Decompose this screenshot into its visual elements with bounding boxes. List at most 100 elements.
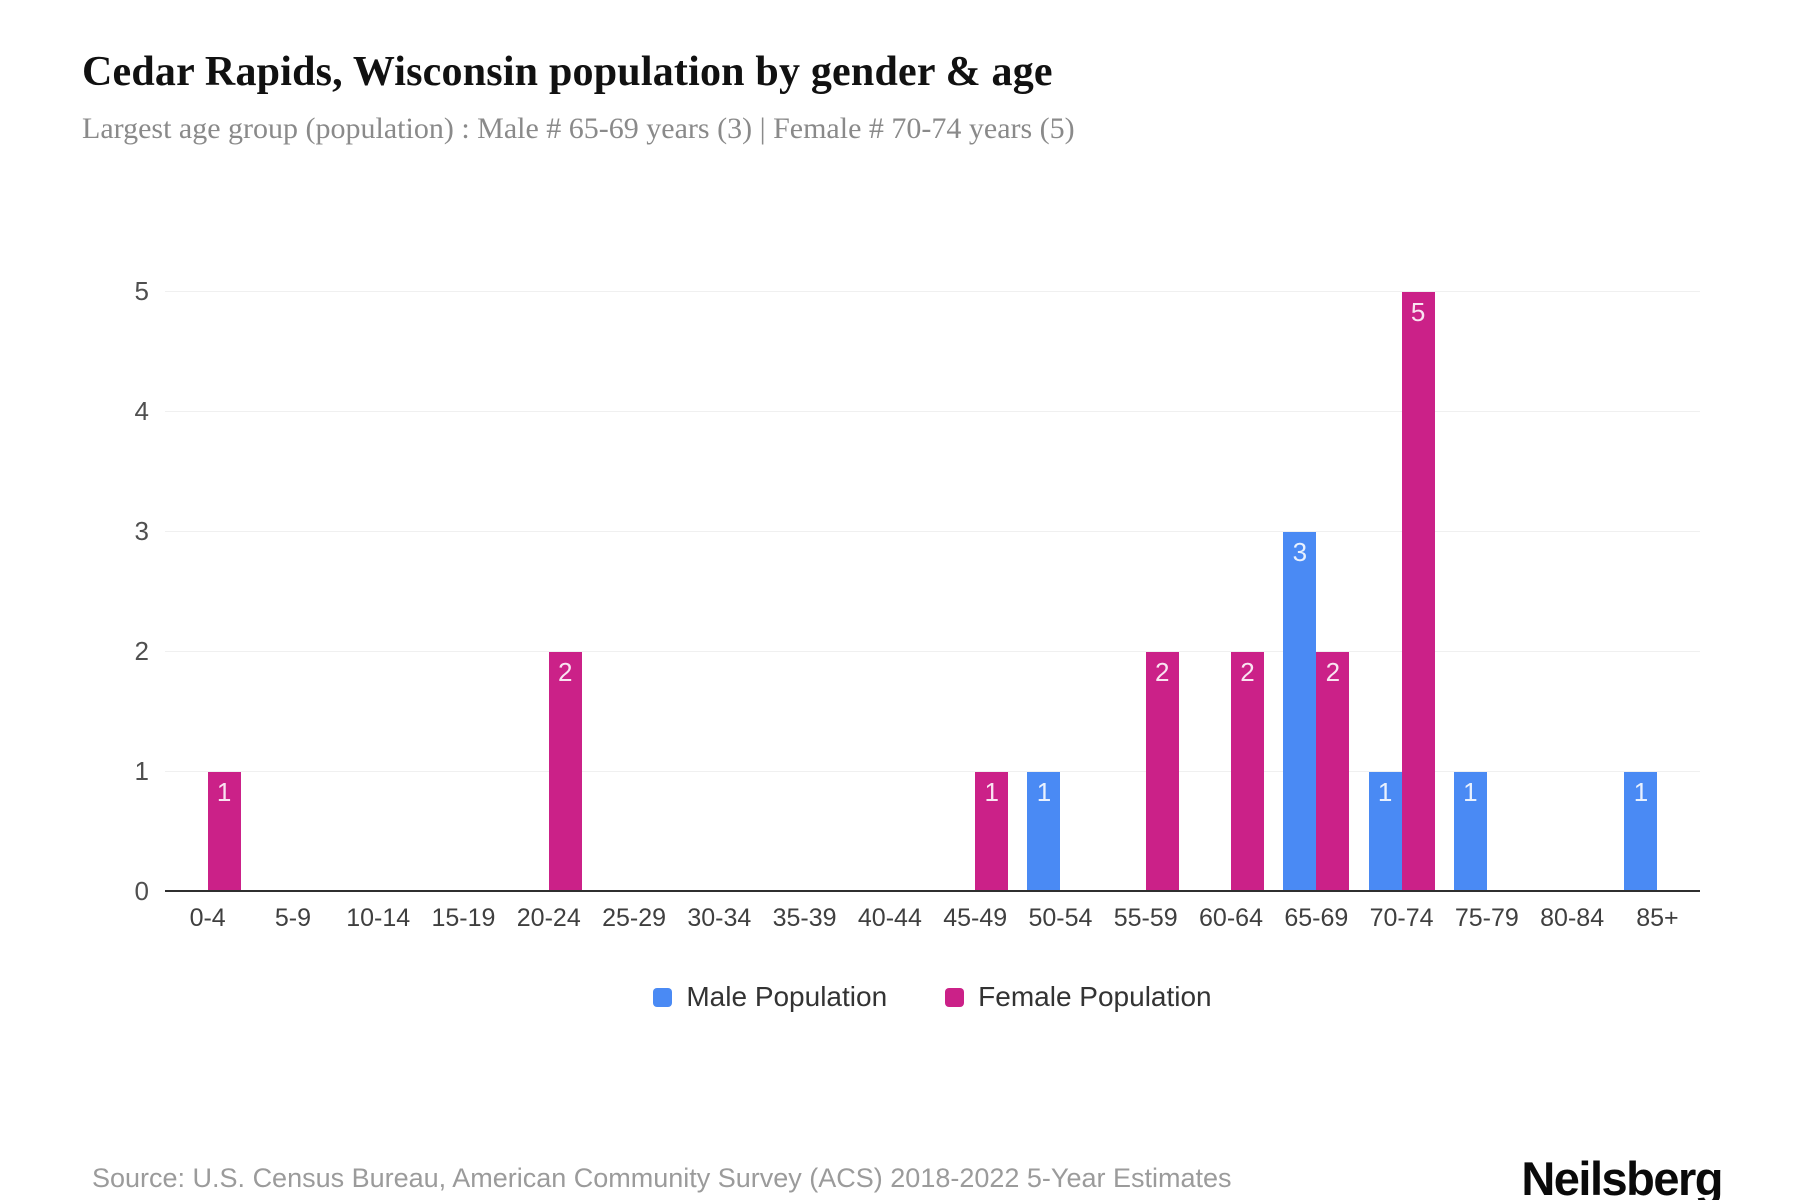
bar-pair (857, 292, 923, 892)
x-tick-label-25-29: 25-29 (602, 904, 667, 932)
female-bar-65-69[interactable]: 2 (1316, 652, 1350, 892)
page-title: Cedar Rapids, Wisconsin population by ge… (82, 49, 1053, 95)
bar-group-75-79: 1 (1444, 292, 1529, 892)
legend-item-female[interactable]: Female Population (945, 981, 1212, 1013)
x-tick-label-60-64: 60-64 (1199, 904, 1263, 932)
bar-pair (345, 292, 411, 892)
bar-slot: 2 (548, 652, 582, 892)
x-tick-label-15-19: 15-19 (431, 904, 496, 932)
x-tick-label-50-54: 50-54 (1028, 904, 1093, 932)
legend-item-male[interactable]: Male Population (653, 981, 887, 1013)
bar-slot: 1 (1624, 772, 1658, 892)
x-tick-label-40-44: 40-44 (857, 904, 922, 932)
female-bar-45-49[interactable]: 1 (975, 772, 1009, 892)
neilsberg-logo: Neilsberg (1521, 1152, 1723, 1200)
male-bar-75-79[interactable]: 1 (1453, 772, 1487, 892)
legend-swatch-icon (945, 987, 965, 1007)
bar-slot: 5 (1401, 292, 1435, 892)
bar-slot: 1 (1368, 772, 1402, 892)
bar-group-80-84 (1530, 292, 1615, 892)
x-tick-label-55-59: 55-59 (1113, 904, 1178, 932)
bar-pair: 1 (1624, 292, 1690, 892)
bar-value-label: 2 (558, 657, 573, 687)
x-tick-label-5-9: 5-9 (274, 904, 311, 932)
female-bar-60-64[interactable]: 2 (1231, 652, 1265, 892)
bar-group-25-29 (591, 292, 676, 892)
y-tick-label: 5 (134, 276, 149, 306)
x-tick-label-10-14: 10-14 (346, 904, 411, 932)
x-tick-label-80-84: 80-84 (1540, 904, 1605, 932)
bar-pair: 1 (1453, 292, 1520, 892)
x-tick-label-45-49: 45-49 (943, 904, 1008, 932)
x-tick-label-70-74: 70-74 (1369, 904, 1434, 932)
female-bar-20-24[interactable]: 2 (548, 652, 582, 892)
bar-slot: 2 (1316, 652, 1350, 892)
legend-label: Female Population (978, 981, 1212, 1012)
bar-pair: 2 (1113, 292, 1179, 892)
male-bar-85+[interactable]: 1 (1624, 772, 1658, 892)
legend-swatch-icon (653, 987, 673, 1007)
bar-pair: 2 (516, 292, 582, 892)
bar-value-label: 1 (1633, 777, 1649, 807)
x-axis-labels: 0-4 5-9 10-14 15-19 20-24 25-29 30-34 35-39 40-4… (165, 904, 1700, 933)
bar-group-35-39 (762, 292, 847, 892)
bar-slot: 2 (1145, 652, 1179, 892)
bar-value-label: 1 (216, 777, 232, 807)
bar-value-label: 1 (984, 777, 999, 807)
bar-pair: 1 (1027, 292, 1093, 892)
bar-pair (430, 292, 496, 892)
bar-group-85+: 1 (1615, 292, 1700, 892)
bar-slot: 3 (1283, 532, 1317, 892)
x-tick-label-65-69: 65-69 (1284, 904, 1349, 932)
bar-slot: 1 (1453, 772, 1487, 892)
source-text: Source: U.S. Census Bureau, American Com… (92, 1163, 1232, 1193)
bar-group-15-19 (421, 292, 506, 892)
x-tick-label-85+: 85+ (1636, 904, 1679, 932)
bar-value-label: 1 (1463, 777, 1478, 807)
x-tick-label-35-39: 35-39 (772, 904, 837, 932)
bar-group-60-64: 2 (1188, 292, 1273, 892)
bar-value-label: 5 (1410, 297, 1426, 327)
chart-footer: Source: U.S. Census Bureau, American Com… (0, 1151, 1800, 1200)
gridline (165, 651, 1700, 652)
bar-pair (1539, 292, 1605, 892)
x-tick-label-30-34: 30-34 (687, 904, 752, 932)
bar-group-55-59: 2 (1103, 292, 1188, 892)
bar-value-label: 3 (1292, 537, 1308, 567)
gridline (165, 291, 1700, 292)
bar-slot: 1 (975, 772, 1009, 892)
male-bar-50-54[interactable]: 1 (1027, 772, 1061, 892)
bar-group-45-49: 1 (933, 292, 1018, 892)
bar-group-0-4: 1 (165, 292, 250, 892)
male-bar-70-74[interactable]: 1 (1368, 772, 1402, 892)
female-bar-70-74[interactable]: 5 (1401, 292, 1435, 892)
female-bar-55-59[interactable]: 2 (1145, 652, 1179, 892)
bar-group-10-14 (336, 292, 421, 892)
y-tick-label: 3 (134, 516, 149, 546)
bar-slot: 1 (1027, 772, 1061, 892)
female-bar-0-4[interactable]: 1 (207, 772, 241, 892)
bar-pair: 2 (1198, 292, 1265, 892)
bar-group-40-44 (847, 292, 932, 892)
x-axis-line (165, 890, 1700, 892)
bar-slot: 2 (1231, 652, 1265, 892)
legend-label: Male Population (686, 981, 888, 1012)
bar-group-20-24: 2 (506, 292, 591, 892)
bar-slot: 1 (207, 772, 241, 892)
x-tick-label-75-79: 75-79 (1454, 904, 1519, 932)
gridline (165, 531, 1700, 532)
gridline (165, 411, 1700, 412)
bar-value-label: 2 (1325, 657, 1341, 687)
bar-value-label: 2 (1155, 657, 1170, 687)
gridline (165, 771, 1700, 772)
bar-group-30-34 (677, 292, 762, 892)
male-bar-65-69[interactable]: 3 (1283, 532, 1317, 892)
chart-legend: Male Population Female Population (165, 981, 1700, 1013)
